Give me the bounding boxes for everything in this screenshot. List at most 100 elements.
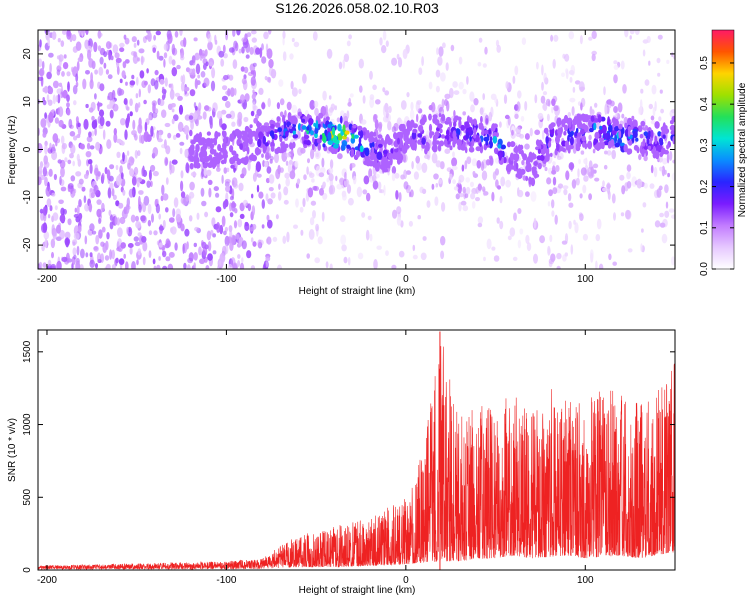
heatmap-noise-cell [302,197,306,208]
heatmap-noise-cell [124,59,130,64]
heatmap-noise-cell [106,169,111,181]
heatmap-noise-cell [266,76,271,83]
heatmap-signal-cell [505,164,512,173]
heatmap-noise-cell [525,234,530,244]
heatmap-noise-cell [112,194,117,200]
heatmap-signal-cell [209,143,215,149]
heatmap-noise-cell [417,215,422,220]
heatmap-signal-cell [642,138,646,147]
heatmap-noise-cell [101,226,106,233]
heatmap-noise-cell [229,185,233,195]
heatmap-signal-cell [319,134,323,140]
heatmap-noise-cell [480,161,485,172]
heatmap-noise-cell [579,213,584,222]
y-tick-label: 1500 [22,340,33,363]
heatmap-noise-cell [186,241,189,250]
heatmap-noise-cell [591,30,597,40]
heatmap-noise-cell [310,200,317,206]
heatmap-noise-cell [264,160,268,168]
heatmap-noise-cell [598,263,604,269]
heatmap-noise-cell [109,249,113,260]
heatmap-signal-cell [333,143,339,149]
heatmap-noise-cell [129,111,133,117]
heatmap-signal-cell [515,173,520,178]
heatmap-noise-cell [134,102,139,113]
heatmap-noise-cell [669,109,675,118]
heatmap-signal-cell [284,130,289,138]
heatmap-noise-cell [561,240,568,245]
heatmap-noise-cell [322,192,328,200]
heatmap-signal-cell [464,146,468,154]
heatmap-noise-cell [209,119,213,129]
heatmap-signal-cell [522,153,528,161]
heatmap-noise-cell [617,102,623,113]
heatmap-signal-cell [389,156,393,166]
heatmap-noise-cell [156,50,160,60]
heatmap-signal-cell [469,135,472,142]
spectrogram-y-axis-label: Frequency (Hz) [7,116,18,185]
heatmap-signal-cell [669,124,675,131]
heatmap-noise-cell [621,113,625,119]
heatmap-noise-cell [391,57,398,66]
heatmap-noise-cell [200,187,205,197]
heatmap-noise-cell [606,150,612,156]
heatmap-noise-cell [385,40,389,47]
heatmap-signal-cell [627,129,631,137]
heatmap-signal-cell [189,162,194,170]
heatmap-noise-cell [249,46,254,55]
heatmap-noise-cell [626,164,632,172]
heatmap-noise-cell [546,177,552,185]
heatmap-noise-cell [654,220,661,228]
heatmap-noise-cell [465,186,471,195]
heatmap-signal-cell [618,123,623,130]
heatmap-noise-cell [206,169,212,176]
heatmap-signal-cell [483,129,490,135]
heatmap-signal-cell [385,137,390,143]
heatmap-noise-cell [266,214,270,222]
heatmap-noise-cell [283,186,289,196]
heatmap-signal-cell [539,154,545,161]
heatmap-signal-cell [580,128,585,135]
heatmap-signal-cell [254,147,259,156]
heatmap-signal-cell [399,141,403,149]
heatmap-noise-cell [193,37,198,42]
heatmap-noise-cell [234,208,238,214]
heatmap-noise-cell [556,265,561,269]
heatmap-noise-cell [667,172,670,178]
heatmap-noise-cell [659,212,664,218]
heatmap-noise-cell [41,244,45,252]
heatmap-noise-cell [298,88,302,94]
heatmap-noise-cell [664,184,669,194]
heatmap-noise-cell [229,87,235,97]
heatmap-noise-cell [410,189,414,198]
snr-x-axis-label: Height of straight line (km) [299,585,416,596]
heatmap-noise-cell [180,223,185,232]
heatmap-signal-cell [303,134,310,140]
heatmap-noise-cell [152,102,156,114]
heatmap-noise-cell [94,167,99,176]
heatmap-noise-cell [430,102,436,113]
heatmap-signal-cell [614,142,620,148]
heatmap-signal-cell [297,111,303,117]
heatmap-noise-cell [326,177,330,183]
heatmap-noise-cell [93,245,99,252]
heatmap-noise-cell [142,201,147,213]
heatmap-noise-cell [203,63,207,70]
heatmap-noise-cell [452,151,455,158]
heatmap-noise-cell [376,245,383,250]
heatmap-noise-cell [89,79,94,90]
heatmap-noise-cell [285,177,291,187]
heatmap-noise-cell [572,86,576,93]
heatmap-noise-cell [277,164,281,175]
heatmap-noise-cell [471,201,476,209]
heatmap-noise-cell [592,148,596,154]
heatmap-noise-cell [118,88,125,96]
heatmap-signal-cell [618,130,622,139]
heatmap-noise-cell [613,64,619,70]
heatmap-noise-cell [127,243,134,248]
heatmap-noise-cell [245,54,250,59]
heatmap-signal-cell [527,167,532,172]
heatmap-noise-cell [440,250,445,260]
heatmap-signal-cell [452,139,456,148]
